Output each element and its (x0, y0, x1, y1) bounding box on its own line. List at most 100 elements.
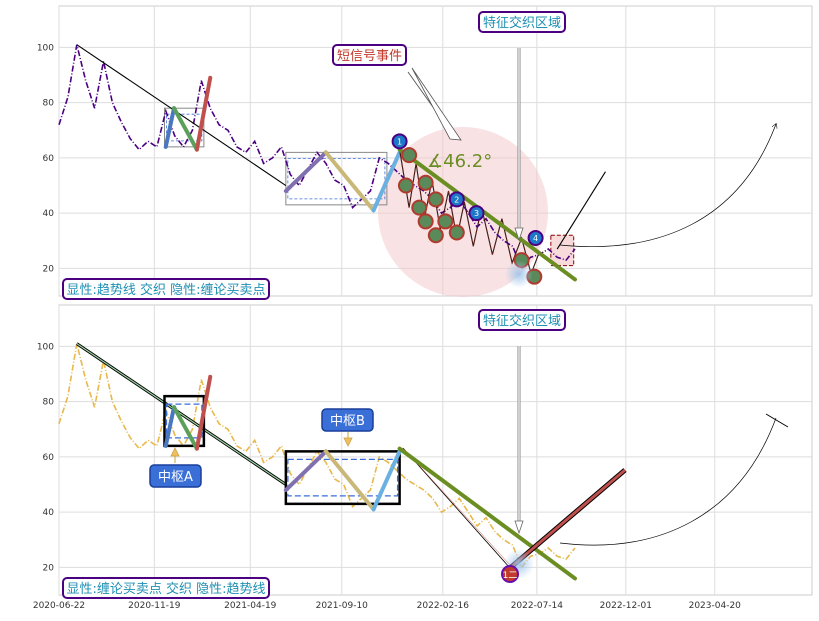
bottom-panel: 20 40 60 80 100 2020-06-22 2020-11-19 2021-04-… (33, 304, 813, 611)
signal-marker-label: 4 (533, 234, 538, 243)
pivot-inner-box (166, 113, 203, 142)
y-tick-label: 80 (43, 398, 55, 408)
legend-text-top: 显性:趋势线 交织 隐性:缠论买卖点 (66, 282, 265, 298)
pivot-a-text: 中枢A (158, 470, 193, 485)
segment-line (371, 449, 402, 512)
y-tick-label: 80 (43, 99, 55, 109)
segment-line (323, 150, 376, 213)
divergence-marker (448, 224, 465, 241)
bottom-y-tick-labels: 20 40 60 80 100 (37, 342, 54, 573)
stroke-line-inner (76, 343, 287, 486)
divergence-marker (401, 147, 418, 164)
divergence-marker (417, 174, 434, 191)
angle-label: ∡46.2° (427, 151, 492, 172)
segment-line (163, 405, 177, 448)
zone-label-bottom: 特征交织区域 (478, 309, 566, 331)
projection-arrow-top (559, 124, 776, 247)
zone-arrow-head-bottom (514, 520, 524, 535)
zone-glow (505, 260, 533, 288)
bottom-strokes (75, 342, 287, 486)
top-price-series (58, 44, 576, 270)
y-tick-label: 60 (43, 453, 55, 463)
x-tick-label: 2022-07-14 (511, 601, 564, 611)
pivot-b-text: 中枢B (330, 414, 365, 429)
x-tick-label: 2020-06-22 (33, 601, 85, 611)
bottom-grid (58, 305, 812, 595)
price-line (58, 44, 576, 270)
segment-line (283, 449, 328, 493)
segment-line (323, 449, 376, 512)
top-trend-line (397, 147, 577, 282)
top-markers: 1 2 3 4 (391, 133, 544, 285)
bottom-marker: 1二 (501, 565, 519, 583)
signal-circle-highlight (378, 127, 548, 297)
signal-marker (527, 230, 544, 246)
stroke-line (76, 44, 287, 186)
bottom-trend-line (397, 446, 577, 581)
divergence-marker (397, 177, 414, 194)
x-tick-label: 2023-04-20 (689, 601, 742, 611)
pivot-b-pointer-head (343, 437, 353, 447)
bottom-x-tick-labels: 2020-06-22 2020-11-19 2021-04-19 2021-09-10… (33, 601, 741, 611)
projection-arrow-bottom (559, 417, 777, 546)
short-signal-label: 短信号事件 (332, 44, 407, 66)
signal-marker (391, 133, 408, 150)
y-tick-label: 20 (43, 264, 55, 274)
y-tick-label: 100 (37, 43, 54, 53)
divergence-marker (427, 227, 444, 244)
segment-line (163, 106, 177, 149)
segment-line (194, 75, 213, 152)
y-tick-label: 40 (43, 209, 55, 219)
divergence-marker (417, 213, 434, 230)
signal-marker (448, 191, 465, 208)
bottom-marker-label: 1二 (503, 571, 518, 581)
segment-line (283, 150, 328, 194)
zone-text-top: 特征交织区域 (483, 15, 561, 31)
pivot-a-label: 中枢A (149, 464, 202, 488)
top-y-tick-labels: 20 40 60 80 100 (37, 43, 54, 274)
short-signal-text: 短信号事件 (337, 49, 402, 64)
legend-label-bottom: 显性:缠论买卖点 交织 隐性:趋势线 (62, 577, 270, 599)
zone-label-top: 特征交织区域 (478, 11, 566, 33)
x-tick-label: 2021-04-19 (224, 601, 277, 611)
signal-marker (468, 205, 485, 222)
segment-line (194, 374, 213, 451)
signal-marker-label: 3 (474, 209, 479, 218)
segment-line (371, 150, 402, 213)
pivot-a-pointer-head (170, 447, 180, 457)
legend-text-bottom: 显性:缠论买卖点 交织 隐性:趋势线 (66, 581, 265, 597)
signal-arrow-head (411, 67, 462, 141)
trend-line (397, 446, 577, 581)
pivot-inner-box (287, 157, 386, 200)
stroke-line (556, 171, 606, 250)
top-strokes (76, 44, 606, 250)
y-tick-label: 20 (43, 563, 55, 573)
segment-line (172, 405, 199, 451)
divergence-marker (427, 191, 444, 208)
rise-stroke (509, 468, 626, 570)
pivot-inner-box (287, 458, 399, 497)
top-segments (163, 75, 402, 213)
pivot-b-label: 中枢B (321, 408, 374, 432)
trend-line (397, 147, 577, 282)
pivot-inner-box (165, 403, 203, 439)
zone-text-bottom: 特征交织区域 (483, 313, 561, 329)
y-tick-label: 100 (37, 342, 54, 352)
bottom-segments (163, 374, 402, 512)
divergence-marker (437, 213, 454, 230)
signal-marker-label: 2 (454, 195, 459, 204)
channel-line-red (402, 447, 511, 566)
zone-arrow-head (514, 227, 524, 242)
signal-marker-label: 1 (397, 137, 402, 146)
channel-line-inner (402, 447, 511, 569)
zone-red-box (550, 234, 575, 267)
projection-arrow-cap (765, 413, 789, 428)
divergence-marker (411, 199, 428, 216)
y-tick-label: 60 (43, 154, 55, 164)
legend-label-top: 显性:趋势线 交织 隐性:缠论买卖点 (62, 278, 270, 300)
segment-line (172, 106, 199, 152)
x-tick-label: 2020-11-19 (128, 601, 181, 611)
x-tick-label: 2021-09-10 (316, 601, 369, 611)
